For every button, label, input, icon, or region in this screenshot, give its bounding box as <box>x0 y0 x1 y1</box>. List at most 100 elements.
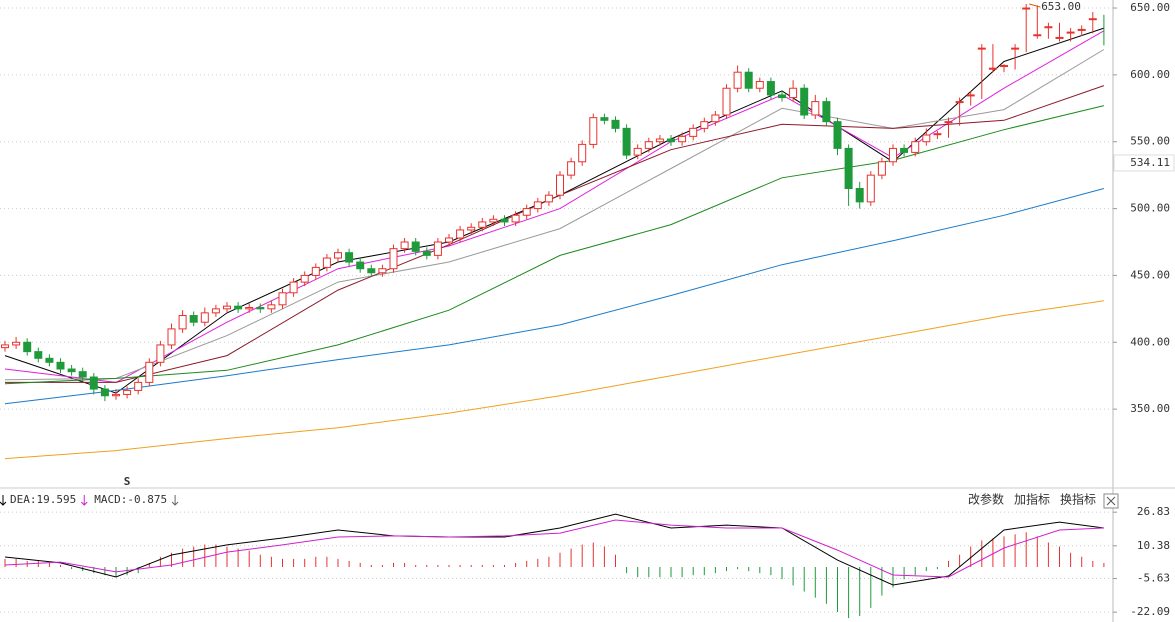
candle-body <box>289 281 298 294</box>
candle-body <box>622 127 631 156</box>
candle-body <box>1066 31 1075 34</box>
candle-body <box>300 274 309 283</box>
candle-body <box>789 87 798 99</box>
candle-body <box>322 257 331 268</box>
indicator-line <box>4 188 1105 405</box>
candle-body <box>156 344 165 363</box>
signal-marker: S <box>124 475 131 488</box>
annotation-arrow <box>1029 3 1041 8</box>
candle-body <box>311 266 320 276</box>
candle-body <box>167 328 176 346</box>
candle-body <box>112 393 120 397</box>
candle-body <box>866 174 875 203</box>
candle-body <box>200 312 209 323</box>
candle-body <box>389 248 398 270</box>
candle-body <box>877 161 886 176</box>
arrow-icon <box>0 495 7 506</box>
candle-body <box>378 268 387 274</box>
candle-body <box>1077 28 1086 31</box>
candle-body <box>411 241 420 252</box>
y-tick-label: 450.00 <box>1130 268 1170 281</box>
candle-body <box>334 252 342 259</box>
indicator-line <box>4 519 1104 578</box>
close-icon <box>1106 496 1116 506</box>
candle-body <box>600 117 609 121</box>
candle-body <box>23 341 32 353</box>
candle-body <box>567 161 576 176</box>
candle-body <box>445 237 453 243</box>
candle-body <box>911 141 920 153</box>
candle-body <box>689 127 698 137</box>
candle-body <box>889 147 897 163</box>
candle-body <box>966 94 975 97</box>
candle-body <box>955 101 964 104</box>
candle-body <box>922 134 931 143</box>
y-tick-label: 550.00 <box>1130 135 1170 148</box>
indicator-button[interactable]: 改参数 <box>968 492 1004 507</box>
candle-body <box>1022 7 1031 10</box>
candle-body <box>1033 34 1042 37</box>
candle-body <box>822 101 831 123</box>
candle-body <box>589 117 598 145</box>
candle-body <box>478 221 487 228</box>
candle-body <box>1044 26 1053 29</box>
candle-body <box>811 101 820 116</box>
candle-body <box>678 135 687 143</box>
candle-body <box>145 361 154 383</box>
candle-body <box>711 114 720 123</box>
candle-body <box>89 376 98 390</box>
candle-body <box>511 214 520 223</box>
candle-body <box>12 341 21 346</box>
candle-body <box>34 351 43 359</box>
price-marker-label: 534.11 <box>1130 156 1170 169</box>
indicator-button[interactable]: 加指标 <box>1014 492 1050 507</box>
candle-body <box>1011 47 1020 50</box>
candle-body <box>267 304 276 310</box>
candle-body <box>833 121 842 149</box>
candle-body <box>733 71 742 89</box>
y-tick-label: 600.00 <box>1130 68 1170 81</box>
candle-body <box>134 381 143 391</box>
y-tick-label: 26.83 <box>1137 505 1170 518</box>
candle-body <box>977 47 986 50</box>
y-tick-label: 650.00 <box>1130 1 1170 14</box>
y-tick-label: 400.00 <box>1130 335 1170 348</box>
candle-body <box>45 357 54 363</box>
indicator-line <box>4 105 1105 385</box>
indicator-line <box>4 513 1104 586</box>
indicator-button[interactable]: 换指标 <box>1060 492 1096 507</box>
indicator-arrow <box>80 495 88 506</box>
candle-body <box>223 305 231 310</box>
candle-body <box>744 71 753 89</box>
candle-body <box>500 218 509 223</box>
candle-body <box>722 87 731 116</box>
candle-body <box>1088 18 1097 21</box>
candle-body <box>278 292 287 306</box>
candle-body <box>467 226 476 231</box>
candle-body <box>700 121 709 129</box>
candle-body <box>67 368 76 373</box>
y-tick-label: -22.09 <box>1130 605 1170 618</box>
candle-body <box>544 194 553 203</box>
indicator-label: DEA:19.595 <box>10 493 76 506</box>
candle-body <box>433 241 442 256</box>
candle-body <box>933 133 942 136</box>
candle-body <box>189 315 198 323</box>
candle-body <box>800 87 809 116</box>
candle-body <box>178 315 187 330</box>
candle-body <box>644 141 653 149</box>
candle-body <box>778 94 786 99</box>
candle-body <box>522 208 531 216</box>
candle-body <box>356 261 365 270</box>
y-tick-label: 500.00 <box>1130 202 1170 215</box>
candle-body <box>234 305 243 310</box>
candle-body <box>245 307 254 310</box>
y-tick-label: -5.63 <box>1137 572 1170 585</box>
candle-body <box>422 250 431 256</box>
candle-body <box>1000 65 1008 68</box>
candle-body <box>556 174 564 196</box>
y-tick-label: 10.38 <box>1137 539 1170 552</box>
candle-body <box>400 241 409 250</box>
candle-body <box>211 308 220 314</box>
candle-body <box>944 121 953 124</box>
